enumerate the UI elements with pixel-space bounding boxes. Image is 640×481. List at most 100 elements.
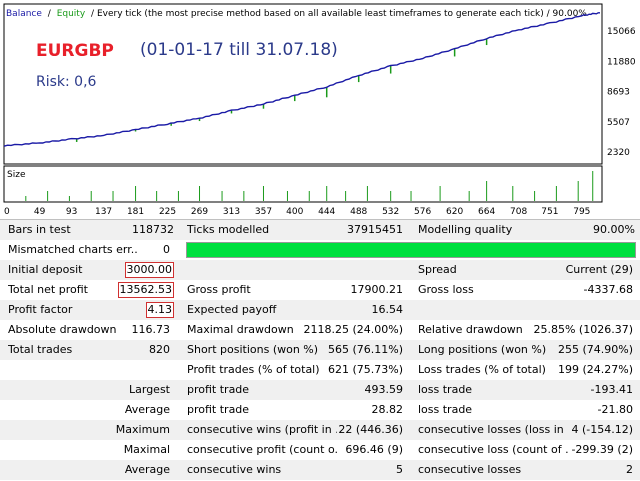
chart-symbol: EURGBP — [36, 41, 114, 61]
x-tick-label: 795 — [573, 207, 590, 217]
x-tick-label: 400 — [286, 207, 303, 217]
total-net-profit-value: 13562.53 — [117, 282, 174, 298]
absolute-drawdown-label: Absolute drawdown — [8, 323, 117, 336]
gross-loss-label: Gross loss — [418, 283, 474, 296]
mismatched-errors-label: Mismatched charts err... — [8, 243, 138, 256]
report-row-mismatched: Mismatched charts err... 0 — [0, 240, 640, 260]
x-tick-label: 0 — [4, 207, 10, 217]
x-tick-label: 708 — [510, 207, 527, 217]
consecutive-wins-value: 22 (446.36) — [338, 423, 403, 436]
largest-label: Largest — [129, 383, 170, 396]
modelling-quality-label: Modelling quality — [418, 223, 513, 236]
profit-trades-label: Profit trades (% of total) — [187, 363, 320, 376]
x-tick-label: 357 — [255, 207, 272, 217]
x-tick-label: 313 — [223, 207, 240, 217]
balance-line — [3, 12, 600, 147]
size-plot-frame — [3, 165, 603, 203]
ticks-modelled-label: Ticks modelled — [187, 223, 270, 236]
x-tick-label: 181 — [127, 207, 144, 217]
bars-in-test-value: 118732 — [132, 223, 174, 236]
largest-profit-trade-value: 493.59 — [364, 383, 404, 396]
x-tick-label: 444 — [318, 207, 335, 217]
loss-trades-label: Loss trades (% of total) — [418, 363, 546, 376]
average-consecutive-label: Average — [124, 463, 170, 476]
x-tick-label: 751 — [541, 207, 558, 217]
mismatched-errors-value: 0 — [163, 243, 170, 256]
consecutive-loss-label: consecutive loss (count of ... — [418, 443, 568, 456]
test-report: Bars in test 118732 Ticks modelled 37915… — [0, 219, 640, 481]
consecutive-profit-value: 696.46 (9) — [345, 443, 403, 456]
y-tick-label: 11880 — [607, 57, 636, 67]
consecutive-profit-label: consecutive profit (count o... — [187, 443, 337, 456]
profit-trades-value: 621 (75.73%) — [327, 363, 403, 376]
size-label: Size — [7, 170, 26, 180]
average-profit-trade-label: profit trade — [187, 403, 250, 416]
report-row-profit-factor: Profit factor 4.13 Expected payoff 16.54 — [0, 300, 640, 320]
report-row-largest: Largest profit trade 493.59 loss trade -… — [0, 380, 640, 400]
largest-loss-trade-value: -193.41 — [590, 383, 633, 396]
gross-profit-label: Gross profit — [187, 283, 251, 296]
largest-profit-trade-label: profit trade — [187, 383, 250, 396]
relative-drawdown-label: Relative drawdown — [418, 323, 523, 336]
x-tick-label: 93 — [66, 207, 77, 217]
x-axis: 0 49 93 137 181 225 269 313 357 400 444 488 532 576 62… — [4, 207, 590, 217]
maximal-drawdown-label: Maximal drawdown — [187, 323, 294, 336]
average-consecutive-losses-label: consecutive losses — [418, 463, 522, 476]
average-consecutive-losses-value: 2 — [626, 463, 633, 476]
size-bars — [25, 171, 594, 201]
y-tick-label: 5507 — [607, 118, 630, 128]
maximal-label: Maximal — [123, 443, 170, 456]
chart-risk: Risk: 0,6 — [36, 74, 97, 90]
loss-trades-value: 199 (24.27%) — [557, 363, 633, 376]
x-tick-label: 137 — [95, 207, 112, 217]
report-row-total-trades: Total trades 820 Short positions (won %)… — [0, 340, 640, 360]
consecutive-wins-label: consecutive wins (profit in ... — [187, 423, 337, 436]
report-row-drawdown: Absolute drawdown 116.73 Maximal drawdow… — [0, 320, 640, 340]
report-row-average: Average profit trade 28.82 loss trade -2… — [0, 400, 640, 420]
consecutive-losses-label: consecutive losses (loss in ... — [418, 423, 568, 436]
maximal-drawdown-value: 2118.25 (24.00%) — [303, 323, 403, 336]
report-row-maximum: Maximum consecutive wins (profit in ... … — [0, 420, 640, 440]
x-tick-label: 488 — [350, 207, 367, 217]
profit-factor-value: 4.13 — [145, 302, 174, 318]
average-loss-trade-label: loss trade — [418, 403, 473, 416]
expected-payoff-label: Expected payoff — [187, 303, 277, 316]
x-tick-label: 49 — [34, 207, 46, 217]
y-tick-label: 2320 — [607, 148, 630, 158]
average-consecutive-wins-value: 5 — [396, 463, 403, 476]
absolute-drawdown-value: 116.73 — [131, 323, 171, 336]
bars-in-test-label: Bars in test — [8, 223, 71, 236]
gross-profit-value: 17900.21 — [350, 283, 404, 296]
profit-factor-label: Profit factor — [8, 303, 73, 316]
total-net-profit-label: Total net profit — [8, 283, 88, 296]
equity-chart: Balance / Equity / Every tick (the most … — [0, 0, 640, 218]
expected-payoff-value: 16.54 — [371, 303, 404, 316]
initial-deposit-value: 3000.00 — [124, 262, 174, 278]
average-consecutive-wins-label: consecutive wins — [187, 463, 282, 476]
total-trades-label: Total trades — [8, 343, 73, 356]
chart-svg: Balance / Equity / Every tick (the most … — [3, 3, 636, 217]
short-positions-label: Short positions (won %) — [187, 343, 319, 356]
modelling-quality-value: 90.00% — [593, 223, 635, 236]
short-positions-value: 565 (76.11%) — [327, 343, 403, 356]
x-tick-label: 664 — [478, 207, 495, 217]
y-tick-label: 8693 — [607, 88, 630, 98]
report-row-maximal: Maximal consecutive profit (count o... 6… — [0, 440, 640, 460]
report-row-bars: Bars in test 118732 Ticks modelled 37915… — [0, 220, 640, 240]
relative-drawdown-value: 25.85% (1026.37) — [533, 323, 633, 336]
x-tick-label: 532 — [382, 207, 399, 217]
average-label: Average — [124, 403, 170, 416]
x-tick-label: 269 — [191, 207, 208, 217]
legend-equity: Equity — [57, 9, 86, 19]
spread-label: Spread — [418, 263, 457, 276]
chart-legend: Balance / Equity / Every tick (the most … — [6, 9, 587, 19]
total-trades-value: 820 — [149, 343, 170, 356]
report-row-deposit: Initial deposit 3000.00 Spread Current (… — [0, 260, 640, 280]
x-tick-label: 576 — [414, 207, 431, 217]
y-axis: 15066 11880 8693 5507 2320 — [607, 27, 636, 158]
maximum-label: Maximum — [115, 423, 170, 436]
legend-balance: Balance — [6, 9, 42, 19]
y-tick-label: 15066 — [607, 27, 636, 37]
x-tick-label: 620 — [446, 207, 463, 217]
consecutive-loss-value: -299.39 (2) — [571, 443, 633, 456]
